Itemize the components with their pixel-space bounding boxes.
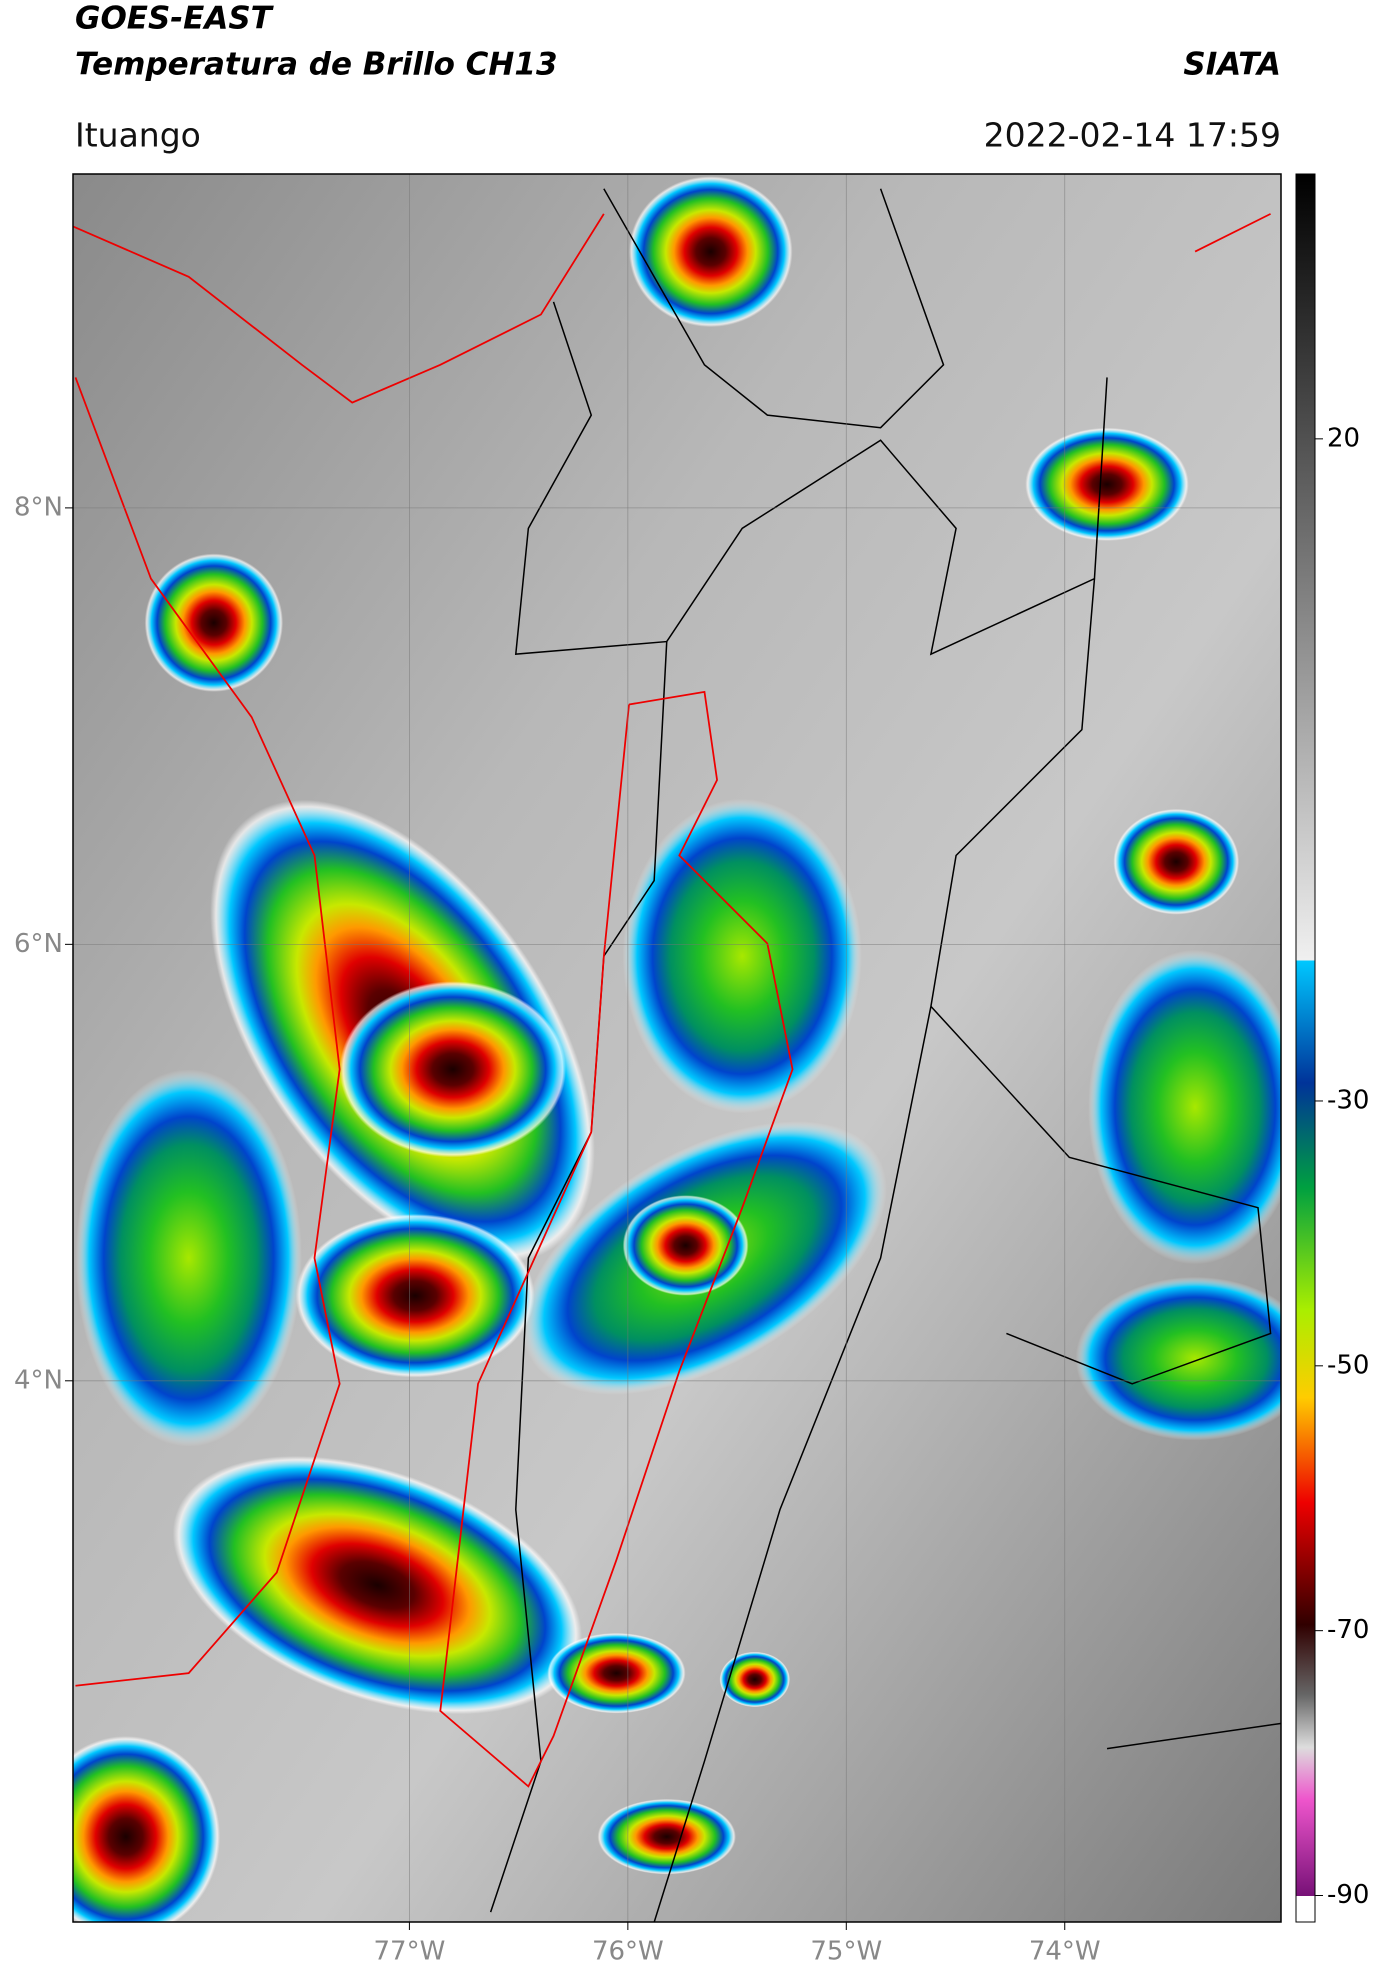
lat-tick-label: 4°N — [14, 1365, 63, 1395]
map-frame — [72, 173, 1282, 1923]
title: GOES-EAST — [75, 1, 275, 37]
lat-tick-label: 8°N — [14, 492, 63, 522]
subtitle: Temperatura de Brillo CH13 — [75, 47, 558, 83]
colorbar-tick-label: -30 — [1327, 1085, 1369, 1115]
colorbar-tick-label: -50 — [1327, 1350, 1369, 1380]
lon-tick-label: 77°W — [374, 1937, 446, 1967]
lon-tick-label: 74°W — [1029, 1937, 1101, 1967]
datetime: 2022-02-14 17:59 — [984, 116, 1281, 155]
brand: SIATA — [1183, 47, 1281, 83]
colorbar-tick-label: -70 — [1327, 1615, 1369, 1645]
colorbar-tick-label: 20 — [1327, 423, 1360, 453]
graticule — [73, 174, 1281, 1922]
colorbar — [1295, 173, 1316, 1923]
place: Ituango — [75, 116, 201, 155]
colorbar-tick-label: -90 — [1327, 1880, 1369, 1910]
lon-tick-label: 76°W — [592, 1937, 664, 1967]
lon-tick-label: 75°W — [810, 1937, 882, 1967]
satellite-image — [73, 174, 1281, 1922]
lat-tick-label: 6°N — [14, 929, 63, 959]
